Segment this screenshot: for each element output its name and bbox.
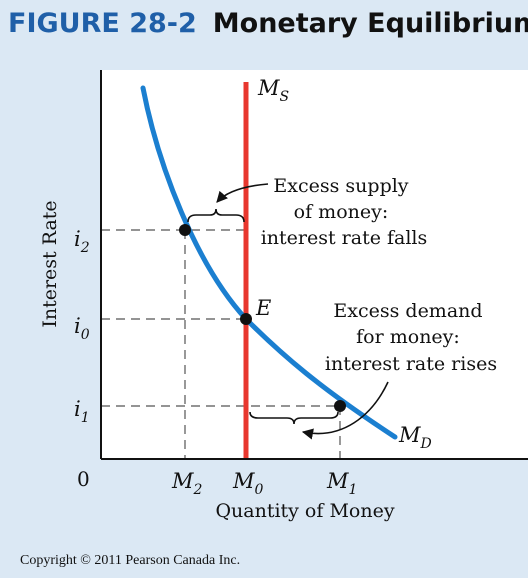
tick-i1: i1 (74, 397, 90, 426)
copyright: Copyright © 2011 Pearson Canada Inc. (20, 553, 241, 568)
tick-m2: M2 (171, 469, 203, 498)
excess-supply-annotation: Excess supply of money: interest rate fa… (261, 175, 428, 249)
tick-m1: M1 (326, 469, 357, 498)
figure-header: FIGURE 28-2 Monetary Equilibrium (8, 4, 528, 44)
money-demand-curve (140, 85, 398, 440)
x-axis-label: Quantity of Money (215, 500, 394, 522)
plot-area (101, 70, 528, 459)
excess-supply-arrow (216, 183, 269, 203)
figure-number: FIGURE 28-2 (8, 8, 197, 39)
demand-label: MD (398, 423, 432, 452)
supply-label: MS (257, 76, 289, 105)
point-equilibrium (240, 313, 252, 325)
y-axis-label: Interest Rate (39, 200, 61, 327)
origin-label: 0 (77, 467, 90, 491)
figure-title: Monetary Equilibrium (212, 8, 528, 39)
excess-demand-arrow (301, 381, 389, 440)
excess-demand-annotation: Excess demand for money: interest rate r… (325, 300, 497, 375)
excess-demand-brace (249, 411, 339, 425)
tick-m0: M0 (232, 469, 264, 498)
point-excess-demand (334, 400, 346, 412)
tick-i2: i2 (74, 227, 90, 256)
excess-supply-brace (187, 208, 245, 223)
point-excess-supply (179, 224, 191, 236)
tick-i0: i0 (74, 314, 90, 343)
equilibrium-label: E (255, 296, 271, 320)
